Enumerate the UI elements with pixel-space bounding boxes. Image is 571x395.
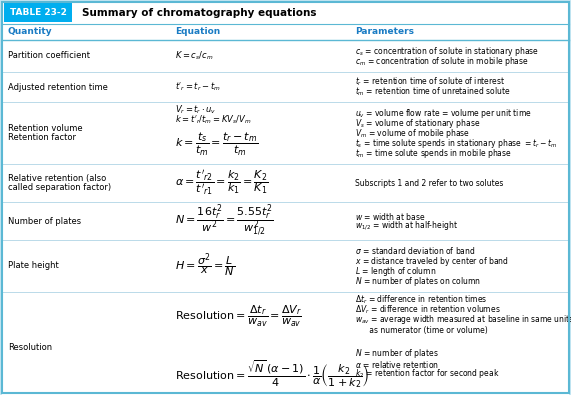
Text: $K = c_s/c_m$: $K = c_s/c_m$ xyxy=(175,50,214,62)
Bar xyxy=(2,102,569,164)
Text: $t'_r = t_r - t_m$: $t'_r = t_r - t_m$ xyxy=(175,81,220,93)
Text: $x$ = distance traveled by center of band: $x$ = distance traveled by center of ban… xyxy=(355,254,509,267)
Text: Retention volume: Retention volume xyxy=(8,124,83,133)
Text: called separation factor): called separation factor) xyxy=(8,183,111,192)
Text: Plate height: Plate height xyxy=(8,261,59,271)
Text: $V_s$ = volume of stationary phase: $V_s$ = volume of stationary phase xyxy=(355,117,480,130)
Text: $\Delta t_r$ = difference in retention times: $\Delta t_r$ = difference in retention t… xyxy=(355,294,488,306)
Text: $w$ = width at base: $w$ = width at base xyxy=(355,211,426,222)
Text: Parameters: Parameters xyxy=(355,28,414,36)
Text: Equation: Equation xyxy=(175,28,220,36)
Text: $N$ = number of plates: $N$ = number of plates xyxy=(355,348,439,361)
Text: $V_m$ = volume of mobile phase: $V_m$ = volume of mobile phase xyxy=(355,126,470,139)
Bar xyxy=(2,240,569,292)
Text: $V_r = t_r \cdot u_v$: $V_r = t_r \cdot u_v$ xyxy=(175,104,216,116)
Bar xyxy=(2,292,569,395)
Text: Subscripts 1 and 2 refer to two solutes: Subscripts 1 and 2 refer to two solutes xyxy=(355,179,504,188)
Text: $c_s$ = concentration of solute in stationary phase: $c_s$ = concentration of solute in stati… xyxy=(355,45,539,58)
Text: Adjusted retention time: Adjusted retention time xyxy=(8,83,108,92)
Bar xyxy=(2,72,569,102)
Text: $\Delta V_r$ = difference in retention volumes: $\Delta V_r$ = difference in retention v… xyxy=(355,304,501,316)
Text: $N$ = number of plates on column: $N$ = number of plates on column xyxy=(355,275,481,288)
Text: $\mathrm{Resolution} = \dfrac{\Delta t_r}{w_{av}} = \dfrac{\Delta V_r}{w_{av}}$: $\mathrm{Resolution} = \dfrac{\Delta t_r… xyxy=(175,303,302,329)
Text: Summary of chromatography equations: Summary of chromatography equations xyxy=(82,8,316,17)
Text: $t_m$ = time solute spends in mobile phase: $t_m$ = time solute spends in mobile pha… xyxy=(355,147,512,160)
Text: $H = \dfrac{\sigma^2}{x} = \dfrac{L}{N}$: $H = \dfrac{\sigma^2}{x} = \dfrac{L}{N}$ xyxy=(175,252,235,280)
Bar xyxy=(2,2,569,24)
Text: $u_v$ = volume flow rate = volume per unit time: $u_v$ = volume flow rate = volume per un… xyxy=(355,107,532,120)
Bar xyxy=(2,24,569,40)
Text: $k_2$ = retention factor for second peak: $k_2$ = retention factor for second peak xyxy=(355,367,500,380)
Text: Partition coefficient: Partition coefficient xyxy=(8,51,90,60)
Text: Resolution: Resolution xyxy=(8,342,52,352)
Text: Quantity: Quantity xyxy=(8,28,53,36)
Text: Relative retention (also: Relative retention (also xyxy=(8,174,106,183)
Text: Retention factor: Retention factor xyxy=(8,133,76,142)
Bar xyxy=(4,3,72,22)
Text: $N = \dfrac{16t^2_r}{w^2} = \dfrac{5.55t^2_r}{w^2_{1/2}}$: $N = \dfrac{16t^2_r}{w^2} = \dfrac{5.55t… xyxy=(175,203,274,239)
Bar xyxy=(2,40,569,72)
Text: Number of plates: Number of plates xyxy=(8,216,81,226)
Text: $w_{1/2}$ = width at half-height: $w_{1/2}$ = width at half-height xyxy=(355,220,458,232)
Text: $k = t'_r/t_m = KV_s/V_m$: $k = t'_r/t_m = KV_s/V_m$ xyxy=(175,114,251,126)
Text: $\sigma$ = standard deviation of band: $\sigma$ = standard deviation of band xyxy=(355,246,476,256)
Text: $\mathrm{Resolution} = \dfrac{\sqrt{N}\,(\alpha - 1)}{4} \cdot \dfrac{1}{\alpha}: $\mathrm{Resolution} = \dfrac{\sqrt{N}\,… xyxy=(175,358,369,390)
Text: $\alpha$ = relative retention: $\alpha$ = relative retention xyxy=(355,359,439,369)
Text: $L$ = length of column: $L$ = length of column xyxy=(355,265,436,278)
Text: $t_s$ = time solute spends in stationary phase $= t_r - t_m$: $t_s$ = time solute spends in stationary… xyxy=(355,137,557,149)
Text: $w_{av}$ = average width measured at baseline in same units: $w_{av}$ = average width measured at bas… xyxy=(355,314,571,327)
Bar xyxy=(2,164,569,202)
Text: $t_r$ = retention time of solute of interest: $t_r$ = retention time of solute of inte… xyxy=(355,76,505,88)
Text: as numerator (time or volume): as numerator (time or volume) xyxy=(355,325,488,335)
Text: $\alpha = \dfrac{t'_{r2}}{t'_{r1}} = \dfrac{k_2}{k_1} = \dfrac{K_2}{K_1}$: $\alpha = \dfrac{t'_{r2}}{t'_{r1}} = \df… xyxy=(175,169,268,197)
Text: $k = \dfrac{t_s}{t_m} = \dfrac{t_r - t_m}{t_m}$: $k = \dfrac{t_s}{t_m} = \dfrac{t_r - t_m… xyxy=(175,130,258,158)
Text: $c_m$ = concentration of solute in mobile phase: $c_m$ = concentration of solute in mobil… xyxy=(355,55,529,68)
Text: TABLE 23-2: TABLE 23-2 xyxy=(10,8,66,17)
Bar xyxy=(2,202,569,240)
Text: $t_m$ = retention time of unretained solute: $t_m$ = retention time of unretained sol… xyxy=(355,86,510,98)
